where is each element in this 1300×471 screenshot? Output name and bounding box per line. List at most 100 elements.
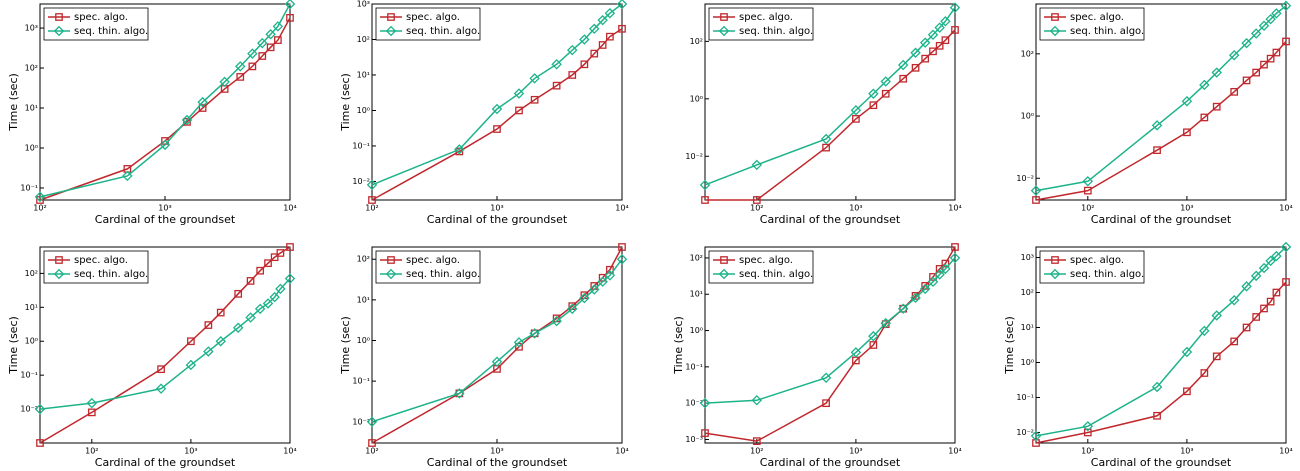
marker <box>589 284 600 295</box>
y-tick-label: 10⁻¹ <box>352 141 370 150</box>
series-line <box>704 257 956 404</box>
marker <box>1241 37 1252 49</box>
marker <box>935 41 944 50</box>
marker <box>266 43 275 52</box>
marker <box>1211 67 1222 78</box>
y-tick-label: 10² <box>25 269 38 278</box>
x-tick-label: 10² <box>85 447 98 456</box>
marker <box>1258 20 1270 31</box>
marker <box>910 47 921 59</box>
marker <box>699 397 711 409</box>
marker <box>604 7 616 19</box>
marker <box>820 133 832 145</box>
y-axis-label: Time (sec) <box>7 73 20 132</box>
y-tick-label: 10⁻² <box>352 177 370 186</box>
plot-frame <box>704 246 956 444</box>
y-tick-label: 10⁰ <box>357 106 370 115</box>
marker <box>284 0 296 10</box>
marker <box>258 52 267 60</box>
marker <box>1242 323 1251 332</box>
marker <box>246 277 255 285</box>
y-tick-label: 10¹ <box>357 70 370 79</box>
marker <box>552 81 561 90</box>
legend-label: spec. algo. <box>1070 12 1124 23</box>
marker <box>1265 255 1276 267</box>
marker <box>235 61 246 72</box>
marker <box>454 144 465 155</box>
marker <box>868 330 879 342</box>
legend-label: seq. thin. algo. <box>1070 26 1144 37</box>
y-axis-label: Time (sec) <box>339 316 352 375</box>
legend-label: spec. algo. <box>74 255 128 266</box>
marker <box>822 143 830 152</box>
marker <box>53 268 65 280</box>
marker <box>919 37 931 48</box>
marker <box>701 196 709 204</box>
marker <box>589 23 600 35</box>
y-axis-label: Time (sec) <box>7 316 20 375</box>
y-tick-label: 10² <box>690 253 703 262</box>
marker <box>1260 304 1268 313</box>
y-tick-label: 10⁰ <box>357 336 370 345</box>
plot-frame <box>1035 246 1287 444</box>
marker <box>606 32 614 41</box>
marker <box>493 125 501 133</box>
marker <box>897 59 909 71</box>
y-tick-label: 10⁻¹ <box>1016 393 1034 402</box>
legend-label: seq. thin. algo. <box>739 269 813 280</box>
marker <box>618 24 626 33</box>
marker <box>159 139 171 151</box>
series-line <box>1035 5 1287 192</box>
y-tick-label: 10⁰ <box>1021 358 1034 367</box>
legend-label: spec. algo. <box>739 12 793 23</box>
y-tick-label: 10¹ <box>25 303 38 312</box>
marker <box>1181 95 1193 107</box>
marker <box>1282 37 1290 46</box>
marker <box>618 243 626 251</box>
marker <box>752 437 761 445</box>
marker <box>385 25 397 37</box>
x-tick-label: 10² <box>750 204 763 213</box>
x-tick-label: 10³ <box>849 204 862 213</box>
marker <box>941 36 950 45</box>
x-tick-label: 10⁴ <box>615 447 628 456</box>
marker <box>1051 256 1059 264</box>
y-tick-label: 10⁻¹ <box>352 377 370 386</box>
marker <box>1282 278 1290 286</box>
marker <box>1030 430 1042 442</box>
marker <box>718 268 730 280</box>
marker <box>1083 428 1092 437</box>
x-axis-label: Cardinal of the groundset <box>1091 213 1232 226</box>
marker <box>1230 87 1239 96</box>
x-tick-label: 10⁴ <box>615 204 628 213</box>
marker <box>204 321 213 329</box>
x-tick-label: 10² <box>1081 447 1094 456</box>
y-tick-label: 10² <box>690 37 703 46</box>
y-axis-label: Time (sec) <box>1003 316 1016 375</box>
marker <box>513 88 525 99</box>
y-axis-label: Time (sec) <box>339 73 352 132</box>
marker <box>567 44 578 56</box>
legend-label: seq. thin. algo. <box>739 26 813 37</box>
marker <box>254 303 266 315</box>
marker <box>515 342 523 351</box>
marker <box>1211 310 1222 321</box>
marker <box>880 76 891 87</box>
marker <box>1049 268 1061 280</box>
y-tick-label: 10⁰ <box>690 326 703 335</box>
marker <box>567 303 578 315</box>
y-tick-label: 10⁻¹ <box>20 371 38 380</box>
marker <box>1212 102 1221 111</box>
x-tick-label: 10³ <box>490 204 503 213</box>
marker <box>276 249 285 257</box>
marker <box>852 115 860 123</box>
marker <box>718 25 730 37</box>
x-axis-label: Cardinal of the groundset <box>427 456 568 469</box>
marker <box>1241 281 1252 292</box>
y-tick-label: 10⁰ <box>1021 112 1034 121</box>
plot-frame <box>1035 3 1287 201</box>
